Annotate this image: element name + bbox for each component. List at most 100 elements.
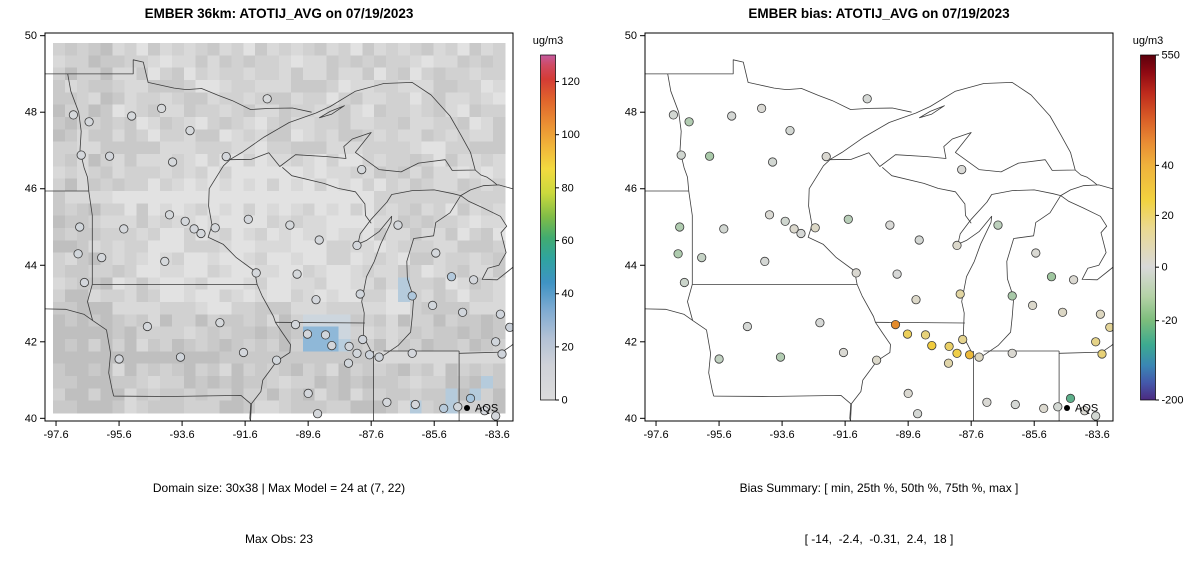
- station-marker: [105, 151, 115, 161]
- station-marker: [760, 256, 770, 266]
- bias-caption: Bias Summary: [ min, 25th %, 50th %, 75t…: [600, 446, 1158, 582]
- aqs-legend: AQS: [464, 403, 498, 415]
- station-marker: [714, 354, 724, 364]
- colorbar-tick-label: 20: [562, 341, 574, 353]
- x-tick-label: -83.6: [485, 429, 510, 440]
- station-marker: [73, 249, 83, 259]
- station-marker: [352, 348, 362, 358]
- x-tick-label: -93.6: [170, 429, 195, 440]
- station-marker: [446, 272, 457, 282]
- station-marker: [320, 330, 331, 340]
- colorbar-tick-label: 80: [562, 182, 574, 194]
- aqs-legend-label: AQS: [475, 403, 498, 415]
- station-marker: [314, 235, 324, 245]
- station-marker: [871, 355, 882, 365]
- station-marker: [684, 117, 694, 127]
- station-marker: [312, 409, 323, 419]
- station-marker: [1091, 411, 1101, 421]
- station-marker: [465, 393, 476, 403]
- station-marker: [815, 318, 825, 328]
- station-marker: [785, 126, 795, 136]
- bias-caption-line2: [ -14, -2.4, -0.31, 2.4, 18 ]: [804, 532, 954, 546]
- station-marker: [75, 222, 85, 232]
- station-marker: [1053, 402, 1063, 412]
- x-tick-label: -95.6: [707, 429, 732, 440]
- station-marker: [810, 223, 820, 233]
- station-marker: [180, 216, 190, 226]
- station-marker: [789, 224, 799, 234]
- station-marker: [1105, 322, 1113, 332]
- station-marker: [79, 277, 90, 288]
- station-marker: [757, 103, 767, 114]
- y-tick-label: 44: [625, 260, 637, 272]
- station-marker: [68, 110, 79, 120]
- station-marker: [885, 220, 895, 230]
- x-tick-label: -91.6: [833, 429, 858, 440]
- station-marker: [491, 411, 501, 421]
- station-marker: [982, 397, 992, 407]
- x-tick-label: -97.6: [43, 429, 68, 440]
- aqs-legend-dot: [1064, 405, 1070, 411]
- station-marker: [142, 321, 152, 332]
- station-marker: [355, 289, 365, 299]
- aqs-legend-label: AQS: [1075, 403, 1098, 415]
- station-marker: [97, 253, 107, 263]
- model-caption-line2: Max Obs: 23: [244, 532, 314, 546]
- station-marker: [1095, 309, 1105, 319]
- station-marker: [768, 157, 778, 167]
- station-marker: [302, 329, 313, 339]
- station-marker: [290, 319, 301, 330]
- state-and-lake-boundaries: [645, 59, 1113, 421]
- station-marker: [892, 269, 902, 279]
- station-marker: [668, 110, 679, 120]
- station-marker: [1010, 399, 1020, 410]
- model-map-canvas: EMBER 36km: ATOTIJ_AVG on 07/19/2023 -97…: [25, 6, 580, 440]
- station-marker: [468, 275, 479, 285]
- station-marker: [955, 289, 965, 299]
- station-marker: [168, 157, 178, 167]
- station-marker: [742, 321, 752, 332]
- colorbar-tick-label: 100: [562, 129, 580, 141]
- station-marker: [285, 220, 295, 230]
- bias-map-canvas: EMBER bias: ATOTIJ_AVG on 07/19/2023 -97…: [625, 6, 1184, 440]
- station-marker: [1068, 275, 1079, 285]
- station-marker: [84, 117, 94, 127]
- state-and-lake-boundaries: [45, 59, 513, 421]
- station-marker: [457, 307, 468, 317]
- station-marker: [327, 340, 337, 351]
- station-marker: [358, 334, 368, 345]
- station-marker: [491, 337, 501, 347]
- station-marker: [920, 330, 931, 340]
- y-tick-label: 46: [25, 183, 37, 195]
- station-marker: [160, 256, 170, 266]
- x-tick-label: -85.6: [1022, 429, 1047, 440]
- station-marker: [705, 151, 715, 161]
- colorbar-tick-label: 20: [1162, 210, 1174, 222]
- aqs-legend: AQS: [1064, 403, 1098, 415]
- station-marker: [902, 329, 913, 339]
- station-marker: [974, 352, 984, 362]
- station-marker: [343, 358, 354, 368]
- station-marker: [495, 309, 505, 319]
- station-marker: [927, 340, 937, 351]
- station-marker: [1007, 291, 1017, 301]
- x-tick-label: -85.6: [422, 429, 447, 440]
- x-tick-label: -89.6: [896, 429, 921, 440]
- station-marker: [1039, 403, 1049, 413]
- station-marker: [196, 228, 206, 239]
- station-marker: [1027, 300, 1038, 310]
- colorbar-title: ug/m3: [533, 35, 564, 47]
- station-marker: [851, 268, 861, 278]
- x-tick-label: -89.6: [296, 429, 321, 440]
- colorbar-tick-label: 0: [1162, 262, 1168, 274]
- station-marker: [943, 358, 954, 368]
- y-tick-label: 46: [625, 183, 637, 195]
- station-marker: [911, 295, 921, 305]
- model-caption-line1: Domain size: 30x38 | Max Model = 24 at (…: [152, 481, 406, 495]
- station-marker: [958, 334, 968, 345]
- model-panel-title: EMBER 36km: ATOTIJ_AVG on 07/19/2023: [145, 6, 414, 21]
- station-marker: [439, 403, 449, 413]
- station-marker: [914, 235, 924, 245]
- station-marker: [890, 319, 901, 330]
- station-marker: [431, 248, 441, 258]
